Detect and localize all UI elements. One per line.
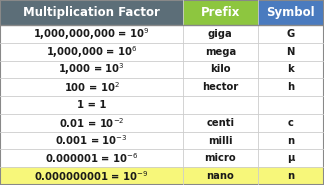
Text: 0.01 = 10$^{-2}$: 0.01 = 10$^{-2}$ <box>59 116 124 130</box>
Bar <box>0 167 183 185</box>
Bar <box>258 25 324 43</box>
Text: 1,000,000,000 = 10$^{9}$: 1,000,000,000 = 10$^{9}$ <box>33 26 150 42</box>
Text: milli: milli <box>208 136 233 146</box>
Bar <box>258 167 324 185</box>
Bar <box>183 60 258 78</box>
Bar <box>0 25 183 43</box>
Text: centi: centi <box>206 118 234 128</box>
Bar <box>258 43 324 60</box>
Text: 1 = 1: 1 = 1 <box>77 100 106 110</box>
Text: 0.000000001 = 10$^{-9}$: 0.000000001 = 10$^{-9}$ <box>34 169 149 183</box>
Bar <box>0 43 183 60</box>
Text: h: h <box>287 82 294 92</box>
Bar <box>0 149 183 167</box>
Text: k: k <box>287 64 294 74</box>
Text: 0.001 = 10$^{-3}$: 0.001 = 10$^{-3}$ <box>55 134 128 147</box>
Bar <box>183 78 258 96</box>
Bar <box>0 60 183 78</box>
Bar <box>183 0 258 25</box>
Bar <box>0 114 183 132</box>
Text: μ: μ <box>287 153 295 163</box>
Bar <box>0 96 183 114</box>
Bar <box>183 114 258 132</box>
Text: n: n <box>287 171 294 181</box>
Text: 100 = 10$^{2}$: 100 = 10$^{2}$ <box>64 80 120 94</box>
Text: 0.000001 = 10$^{-6}$: 0.000001 = 10$^{-6}$ <box>45 152 138 165</box>
Bar <box>183 132 258 149</box>
Text: kilo: kilo <box>210 64 231 74</box>
Text: n: n <box>287 136 294 146</box>
Bar <box>258 114 324 132</box>
Text: c: c <box>288 118 294 128</box>
Text: nano: nano <box>206 171 234 181</box>
Text: Prefix: Prefix <box>201 6 240 19</box>
Text: hector: hector <box>202 82 238 92</box>
Bar <box>183 167 258 185</box>
Text: micro: micro <box>204 153 236 163</box>
Text: giga: giga <box>208 29 233 39</box>
Text: N: N <box>287 47 295 57</box>
Bar <box>258 96 324 114</box>
Bar <box>0 0 183 25</box>
Bar <box>258 60 324 78</box>
Bar <box>183 25 258 43</box>
Text: Multiplication Factor: Multiplication Factor <box>23 6 160 19</box>
Bar <box>183 149 258 167</box>
Bar <box>258 78 324 96</box>
Text: Symbol: Symbol <box>266 6 315 19</box>
Bar <box>258 0 324 25</box>
Text: 1,000 = 10$^{3}$: 1,000 = 10$^{3}$ <box>58 62 125 77</box>
Text: G: G <box>287 29 295 39</box>
Bar <box>183 43 258 60</box>
Bar <box>0 132 183 149</box>
Bar <box>0 78 183 96</box>
Text: 1,000,000 = 10$^{6}$: 1,000,000 = 10$^{6}$ <box>46 44 137 60</box>
Text: mega: mega <box>205 47 236 57</box>
Bar <box>258 149 324 167</box>
Bar <box>183 96 258 114</box>
Bar <box>258 132 324 149</box>
